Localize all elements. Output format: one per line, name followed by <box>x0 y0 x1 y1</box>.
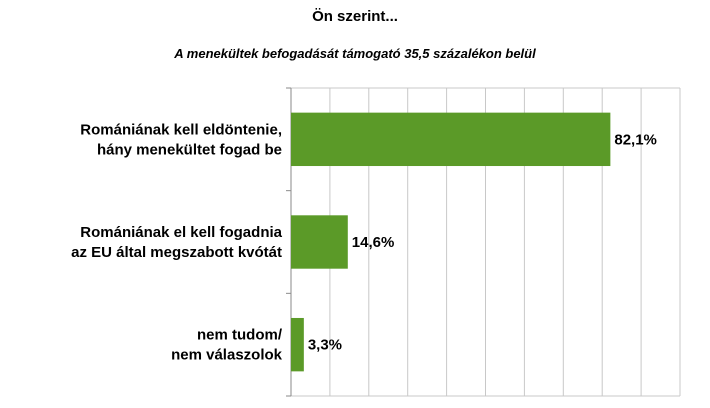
bar <box>291 112 611 167</box>
category-label: Romániának el kell fogadnia az EU által m… <box>71 224 283 261</box>
labels: 82,1% Romániának kell eldöntenie, hány men… <box>71 121 657 363</box>
data-label: 14,6% <box>352 234 395 251</box>
category-label: nem tudom/nem válaszolok <box>171 327 283 364</box>
category-label-line: hány menekültet fogad be <box>97 141 282 158</box>
chart-title: Ön szerint... <box>312 8 398 25</box>
category-label: Romániának kell eldöntenie, hány menekült… <box>80 121 282 158</box>
category-label-line: nem válaszolok <box>171 347 283 364</box>
bars <box>291 112 611 372</box>
category-label-line: Romániának el kell fogadnia <box>80 224 282 241</box>
chart-subtitle: A menekültek befogadását támogató 35,5 s… <box>174 46 536 61</box>
data-label: 3,3% <box>308 337 342 354</box>
category-label-line: az EU által megszabott kvótát <box>71 244 282 261</box>
bar <box>291 317 304 372</box>
category-label-line: nem tudom/ <box>197 327 283 344</box>
bar <box>291 215 348 269</box>
category-label-line: Romániának kell eldöntenie, <box>80 121 282 138</box>
data-label: 82,1% <box>614 131 657 148</box>
y-axis <box>286 87 292 397</box>
